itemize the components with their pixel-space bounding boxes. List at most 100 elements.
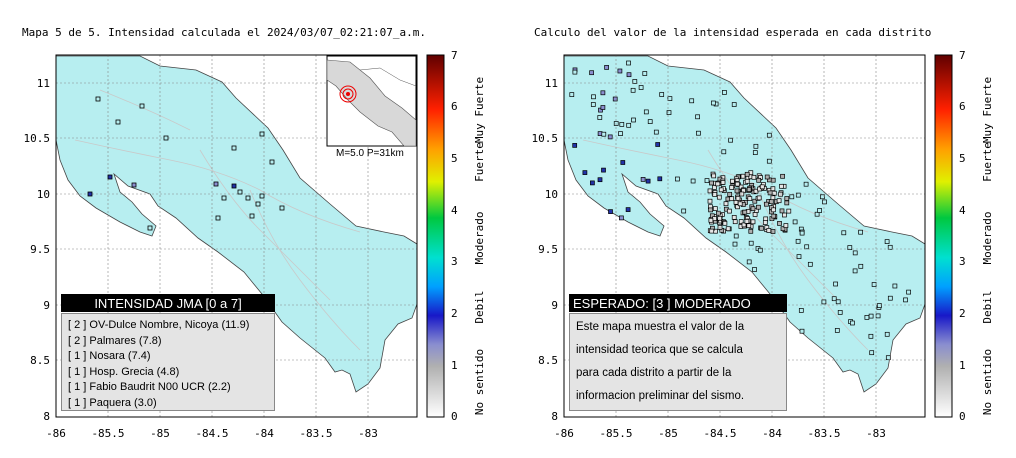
y-tick: 10.5 (24, 132, 51, 145)
district-marker (612, 96, 618, 102)
district-marker (742, 209, 748, 215)
svg-text:0: 0 (451, 410, 458, 423)
district-marker (730, 178, 735, 184)
district-marker (750, 206, 756, 212)
colorbar (426, 54, 445, 418)
district-marker (723, 201, 729, 207)
district-marker (732, 241, 738, 247)
district-marker (735, 204, 740, 210)
district-marker (887, 295, 893, 301)
district-marker (796, 254, 802, 259)
district-marker (789, 194, 795, 200)
district-marker (721, 149, 727, 155)
district-marker (597, 177, 603, 183)
district-marker (892, 283, 898, 289)
list-item: [ 2 ] Palmares (7.8) (68, 334, 162, 347)
district-marker (766, 132, 772, 138)
district-marker (626, 60, 631, 66)
district-marker (740, 173, 746, 179)
svg-text:3: 3 (959, 255, 966, 268)
district-marker (850, 320, 855, 326)
colorbar-label: Fuerte (981, 142, 994, 182)
list-item: [ 1 ] Fabio Baudrit N00 UCR (2.2) (68, 381, 231, 393)
district-marker (582, 170, 588, 175)
district-marker (655, 142, 661, 147)
district-marker (601, 131, 607, 137)
district-marker (746, 259, 752, 265)
district-marker (783, 223, 789, 228)
district-marker (753, 143, 759, 149)
district-marker (731, 215, 737, 220)
district-marker (748, 240, 754, 246)
district-marker (782, 212, 787, 218)
district-marker (784, 196, 790, 201)
district-marker (762, 220, 768, 225)
district-marker (906, 289, 911, 295)
district-marker (569, 92, 575, 97)
district-marker (792, 219, 798, 225)
district-marker (590, 102, 596, 107)
district-marker (589, 70, 594, 76)
district-marker (709, 180, 714, 186)
district-marker (780, 173, 785, 179)
district-marker (752, 212, 758, 217)
svg-text:7: 7 (959, 49, 966, 62)
legend-title: INTENSIDAD JMA [0 a 7] (61, 294, 275, 312)
district-marker (807, 261, 813, 267)
y-tick: 9.5 (30, 243, 50, 256)
district-marker (871, 282, 877, 287)
colorbar-label: Muy Fuerte (981, 77, 994, 143)
district-marker (689, 98, 695, 104)
district-marker (752, 150, 758, 155)
district-marker (643, 109, 649, 115)
district-marker (712, 192, 718, 197)
district-marker (731, 102, 737, 107)
district-marker (640, 177, 646, 182)
y-tick: 10 (37, 188, 50, 201)
district-marker (795, 238, 801, 244)
district-marker (727, 208, 732, 214)
district-marker (847, 245, 853, 250)
svg-text:3: 3 (451, 255, 458, 268)
district-marker (799, 328, 805, 334)
district-marker (814, 211, 820, 217)
district-marker (746, 223, 752, 229)
svg-text:2: 2 (959, 307, 966, 320)
district-marker (822, 199, 827, 205)
district-marker (712, 206, 718, 211)
district-marker (722, 220, 728, 226)
district-marker (770, 186, 776, 192)
district-marker (716, 194, 722, 200)
district-marker (734, 181, 740, 187)
district-marker (715, 181, 721, 187)
district-marker (626, 72, 632, 78)
inset-map (326, 55, 417, 147)
x-tick: -85.5 (599, 427, 632, 440)
district-marker (690, 178, 696, 184)
svg-text:4: 4 (451, 204, 458, 217)
district-marker (638, 85, 644, 90)
district-marker (617, 68, 623, 74)
y-tick: 9 (551, 299, 558, 312)
district-marker (764, 201, 769, 207)
district-marker (734, 188, 740, 194)
x-tick: -86 (554, 427, 574, 440)
district-marker (725, 226, 731, 232)
costa-rica-land (56, 55, 417, 393)
colorbar-label: Moderado (981, 212, 994, 265)
district-marker (718, 187, 724, 193)
district-marker (868, 333, 874, 339)
svg-text:5: 5 (959, 152, 966, 165)
district-marker (744, 171, 750, 177)
district-marker (600, 105, 606, 110)
district-marker (653, 129, 659, 135)
district-marker (744, 219, 750, 224)
district-marker (756, 195, 762, 201)
district-marker (771, 190, 777, 196)
district-marker (728, 137, 733, 143)
y-tick: 8 (551, 410, 558, 423)
district-marker (852, 250, 858, 256)
svg-text:6: 6 (451, 100, 458, 113)
district-marker (620, 160, 626, 165)
district-marker (608, 209, 613, 214)
